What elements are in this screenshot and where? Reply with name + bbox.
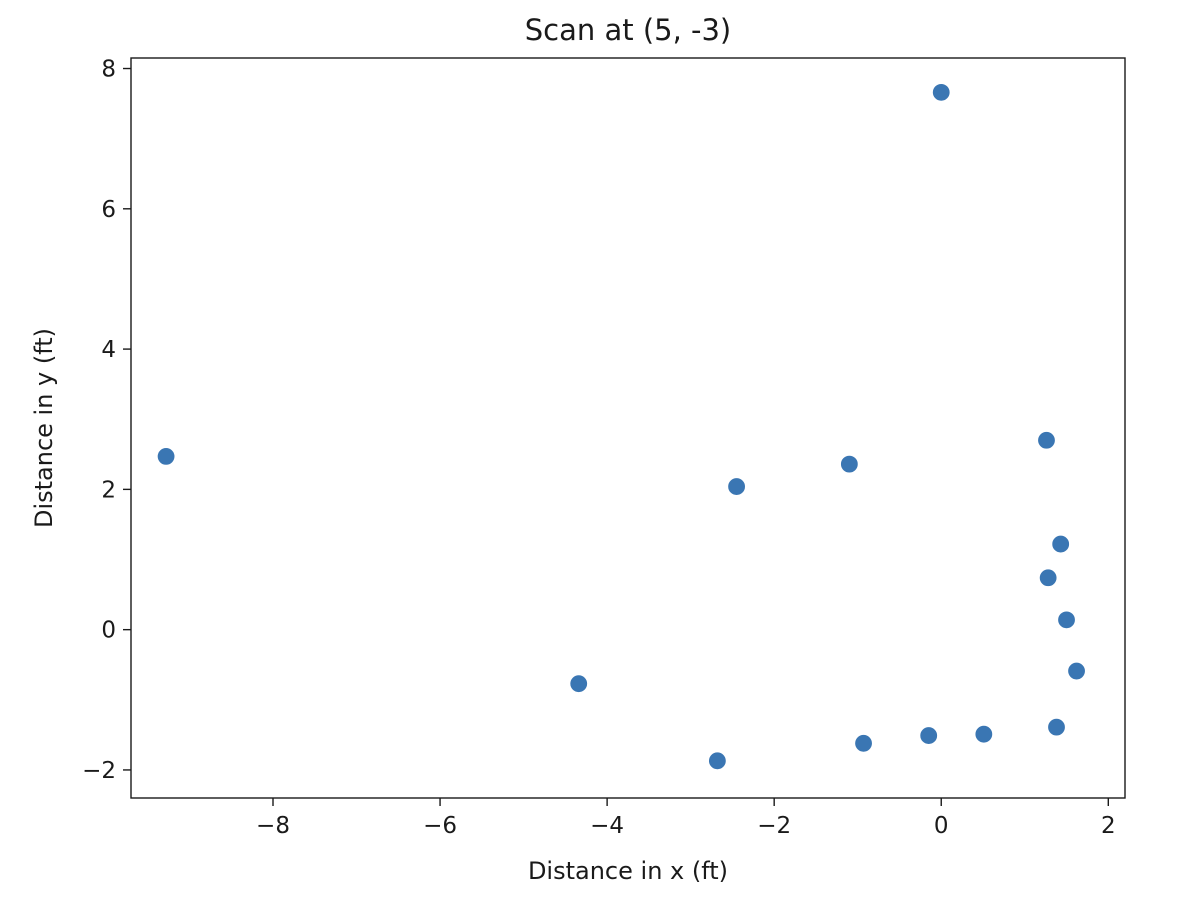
scatter-point <box>157 447 175 465</box>
scatter-point <box>975 725 993 743</box>
x-tick-label: 2 <box>1101 813 1116 839</box>
y-tick-label: −2 <box>82 758 116 784</box>
scatter-point <box>920 727 938 745</box>
scatter-point <box>1068 662 1086 680</box>
x-axis-label: Distance in x (ft) <box>528 857 728 885</box>
plot-area <box>131 58 1125 798</box>
y-tick-label: 2 <box>101 477 116 503</box>
x-tick-label: −4 <box>590 813 624 839</box>
scatter-point <box>1039 569 1057 587</box>
scatter-point <box>1048 718 1066 736</box>
x-tick-label: 0 <box>934 813 949 839</box>
y-tick-label: 0 <box>101 618 116 644</box>
scatter-point <box>1052 535 1070 553</box>
chart-title: Scan at (5, -3) <box>525 13 732 47</box>
x-axis-ticks: −8 −6 −4 −2 0 2 <box>256 798 1116 839</box>
y-tick-label: 8 <box>101 57 116 83</box>
scatter-point <box>708 752 726 770</box>
scatter-point <box>855 734 873 752</box>
scatter-point <box>570 675 588 693</box>
scatter-point <box>840 455 858 473</box>
y-tick-label: 4 <box>101 337 116 363</box>
x-tick-label: −8 <box>256 813 290 839</box>
plot-frame <box>131 58 1125 798</box>
scatter-point <box>728 478 746 496</box>
scatter-point <box>1037 431 1055 449</box>
y-tick-label: 6 <box>101 197 116 223</box>
x-tick-label: −2 <box>757 813 791 839</box>
scatter-point <box>1058 611 1076 629</box>
y-axis-label: Distance in y (ft) <box>30 328 58 528</box>
y-axis-ticks: −2 0 2 4 6 8 <box>82 57 131 784</box>
x-tick-label: −6 <box>423 813 457 839</box>
scatter-point <box>932 83 950 101</box>
